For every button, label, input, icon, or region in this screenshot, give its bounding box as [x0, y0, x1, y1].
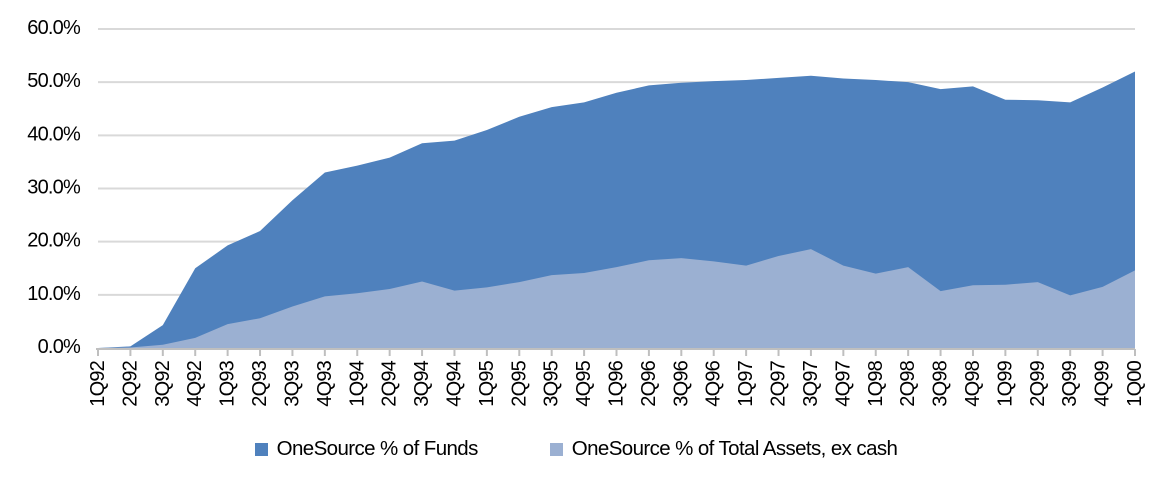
x-axis-label: 1Q98 — [865, 360, 887, 406]
x-axis-label: 2Q93 — [249, 360, 271, 406]
x-axis-label: 4Q97 — [832, 360, 854, 406]
x-axis-label: 1Q96 — [606, 360, 628, 406]
x-axis-label: 1Q99 — [994, 360, 1016, 406]
x-axis-label: 4Q98 — [962, 360, 984, 406]
legend-swatch-icon — [549, 442, 563, 456]
x-axis-label: 1Q97 — [735, 360, 757, 406]
x-axis-label: 1Q93 — [217, 360, 239, 406]
x-axis-label: 4Q92 — [184, 360, 206, 406]
x-axis-label: 2Q92 — [119, 360, 141, 406]
legend-label: OneSource % of Funds — [276, 437, 479, 460]
x-axis-label: 4Q95 — [573, 360, 595, 406]
y-axis-label: 30.0% — [27, 177, 81, 199]
x-axis-label: 1Q00 — [1124, 360, 1146, 406]
x-axis-label: 3Q92 — [152, 360, 174, 406]
y-axis-label: 50.0% — [27, 70, 81, 92]
x-axis-label: 3Q99 — [1059, 360, 1081, 406]
area-series-1 — [98, 249, 1135, 348]
x-axis-label: 2Q99 — [1027, 360, 1049, 406]
legend-item-0: OneSource % of Funds — [254, 437, 479, 461]
x-axis-label: 3Q94 — [411, 360, 433, 406]
x-axis-label: 3Q98 — [930, 360, 952, 406]
y-axis-label: 60.0% — [27, 17, 81, 39]
y-axis-label: 10.0% — [27, 283, 81, 305]
x-axis-label: 4Q94 — [443, 360, 465, 406]
y-axis-label: 0.0% — [38, 336, 81, 358]
x-axis-label: 2Q96 — [638, 360, 660, 406]
y-axis-label: 20.0% — [27, 230, 81, 252]
x-axis-label: 3Q95 — [541, 360, 563, 406]
legend-label: OneSource % of Total Assets, ex cash — [571, 437, 898, 460]
legend-swatch-icon — [254, 442, 268, 456]
x-axis-label: 3Q97 — [800, 360, 822, 406]
x-axis-label: 1Q92 — [87, 360, 109, 406]
x-axis-label: 2Q97 — [768, 360, 790, 406]
legend-item-1: OneSource % of Total Assets, ex cash — [549, 437, 898, 461]
x-axis-label: 4Q93 — [314, 360, 336, 406]
x-axis-label: 2Q95 — [508, 360, 530, 406]
y-axis-label: 40.0% — [27, 123, 81, 145]
x-axis-label: 2Q94 — [379, 360, 401, 406]
x-axis-label: 2Q98 — [897, 360, 919, 406]
x-axis-label: 1Q95 — [476, 360, 498, 406]
x-axis-label: 1Q94 — [346, 360, 368, 406]
x-axis-label: 4Q96 — [703, 360, 725, 406]
chart-legend: OneSource % of Funds OneSource % of Total… — [0, 437, 1152, 461]
x-axis-label: 4Q99 — [1092, 360, 1114, 406]
x-axis-label: 3Q96 — [670, 360, 692, 406]
x-axis-label: 3Q93 — [281, 360, 303, 406]
